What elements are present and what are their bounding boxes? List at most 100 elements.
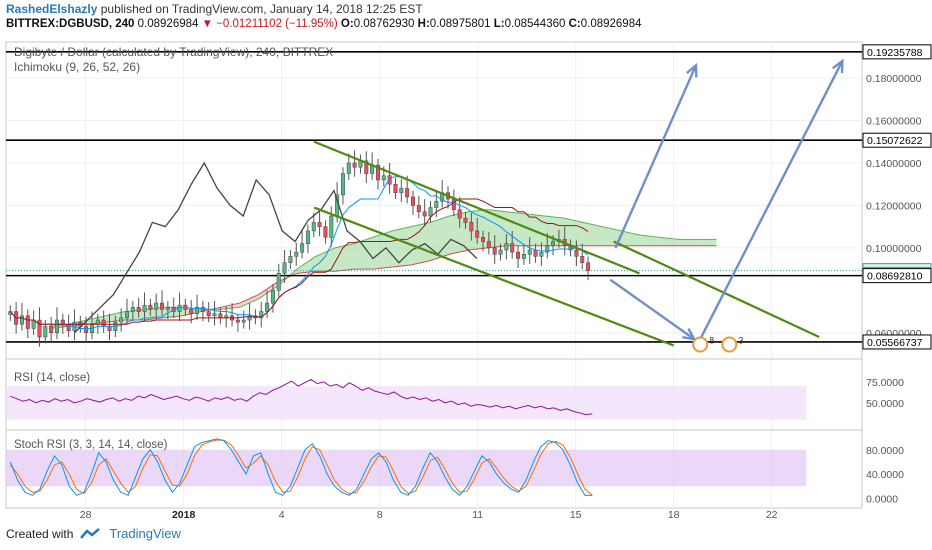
projection-arrow-head xyxy=(682,328,697,341)
candle-body xyxy=(154,302,159,310)
cloud-segment xyxy=(563,218,583,246)
candle-body xyxy=(25,315,30,329)
tradingview-brand[interactable]: TradingView xyxy=(109,526,181,541)
candle-body xyxy=(282,262,287,274)
indicator-lines xyxy=(9,161,589,334)
candle-body xyxy=(136,307,141,312)
cloud-segment xyxy=(621,230,641,246)
candle-body xyxy=(241,319,246,323)
close-label: C: xyxy=(568,18,581,30)
candle-body xyxy=(125,311,129,319)
chart-title: Digibyte / Dollar (calculated by Trading… xyxy=(14,45,333,59)
stoch-k-line xyxy=(9,438,593,497)
candle-body xyxy=(107,326,112,331)
stoch-rsi-pane: 80.0000 40.0000 0.0000 xyxy=(6,429,904,505)
trend-channel xyxy=(313,140,820,347)
close-value: 0.08926984 xyxy=(580,18,642,30)
price-label-box xyxy=(862,132,932,148)
candle-body xyxy=(311,222,316,232)
candle-body xyxy=(160,302,165,310)
kijun-line xyxy=(9,198,589,325)
event-flag-count: 8 xyxy=(709,335,714,345)
event-flag-icon xyxy=(721,336,738,353)
candle-body xyxy=(54,319,59,334)
candle-body xyxy=(527,249,532,255)
price-label-box xyxy=(862,268,932,284)
chikou-line xyxy=(74,161,478,334)
candle-body xyxy=(375,164,380,181)
ohlc-line: BITTREX:DGBUSD, 240 0.08926984 ▼ −0.0121… xyxy=(6,18,642,30)
low-label: L: xyxy=(493,18,505,30)
price-axis: 0.18000000 0.16000000 0.14000000 0.12000000… xyxy=(862,44,932,350)
cloud-segment xyxy=(678,239,698,246)
candle-body xyxy=(405,188,410,198)
candle-body xyxy=(206,311,211,317)
rsi-tick-label: 50.0000 xyxy=(866,398,904,410)
candle-body xyxy=(399,188,404,193)
projection-arrow-head xyxy=(686,62,698,78)
down-triangle-icon: ▼ xyxy=(201,18,213,30)
high-value: 0.08975801 xyxy=(429,18,491,30)
cloud-segment xyxy=(697,239,717,246)
open-label: O: xyxy=(340,18,354,30)
candle-body xyxy=(411,196,415,206)
candle-body xyxy=(469,222,474,232)
stoch-tick-label: 40.0000 xyxy=(866,469,904,481)
candle-body xyxy=(352,162,357,168)
candle-body xyxy=(200,307,205,312)
published-text: published on TradingView.com, January 14… xyxy=(100,2,423,16)
candle-body xyxy=(142,304,147,312)
rsi-tick-label: 75.0000 xyxy=(866,377,904,389)
price-label-box xyxy=(862,44,932,60)
candle-body xyxy=(475,230,480,238)
candle-body xyxy=(148,304,153,310)
candle-body xyxy=(346,162,351,174)
candle-body xyxy=(533,249,538,257)
candle-body xyxy=(574,249,579,257)
candle-body xyxy=(195,307,200,314)
time-tick-label: 18 xyxy=(668,509,680,521)
projection-arrow-head xyxy=(832,58,844,74)
candle-body xyxy=(66,324,71,331)
candle-body xyxy=(317,222,322,227)
candle-body xyxy=(364,160,369,174)
time-tick-label: 15 xyxy=(570,509,582,521)
candle-body xyxy=(247,315,252,321)
author-link[interactable]: RashedElshazly xyxy=(6,2,98,16)
cloud-segment xyxy=(487,209,507,248)
cloud-segment xyxy=(392,226,412,267)
time-tick-label: 11 xyxy=(472,509,483,521)
cloud-segment xyxy=(659,237,679,246)
horizontal-levels xyxy=(6,51,862,343)
time-tick-label: 4 xyxy=(279,509,285,521)
tenkan-line xyxy=(9,176,589,330)
price-label-text: 0.08692810 xyxy=(867,271,923,283)
candle-body xyxy=(498,249,503,255)
candle-body xyxy=(451,198,456,210)
cloud-segment xyxy=(296,256,316,274)
rsi-band xyxy=(6,386,807,420)
price-tick-label: 0.16000000 xyxy=(866,116,922,128)
candle-body xyxy=(463,217,468,223)
candle-body xyxy=(212,313,217,317)
time-axis: 28 2018 4 8 11 15 18 22 xyxy=(80,509,778,521)
channel-line xyxy=(313,206,675,347)
stoch-tick-label: 0.0000 xyxy=(866,493,898,505)
projection-arrow-shaft xyxy=(609,278,695,341)
candle-body xyxy=(294,251,299,257)
candle-body xyxy=(492,247,497,255)
candle-body xyxy=(43,326,48,338)
candle-body xyxy=(270,290,275,304)
candle-body xyxy=(235,319,240,323)
price-tick-label: 0.10000000 xyxy=(866,243,922,255)
candle-body xyxy=(381,175,386,181)
created-with-text: Created with xyxy=(6,526,74,541)
price-tick-label: 0.12000000 xyxy=(866,200,922,212)
rsi-pane: 75.0000 50.0000 xyxy=(6,358,904,420)
projection-arrow-shaft xyxy=(614,64,698,249)
candle-body xyxy=(323,226,328,238)
event-flag-icon xyxy=(692,336,709,353)
last-price: 0.08926984 xyxy=(137,18,199,30)
